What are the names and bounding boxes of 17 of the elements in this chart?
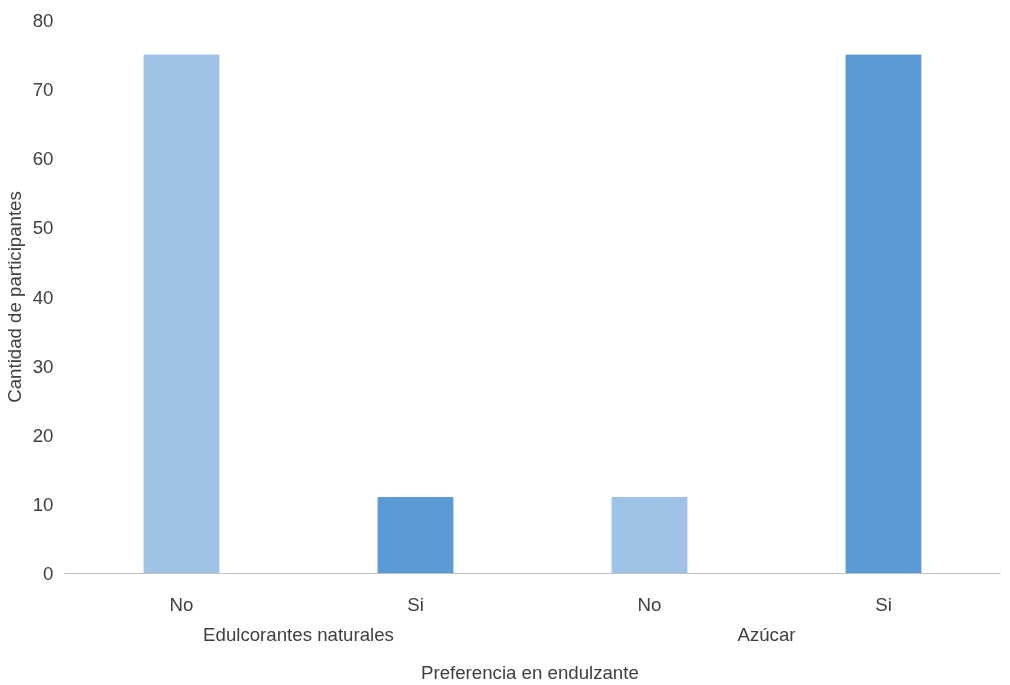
y-tick-label: 30 (32, 355, 54, 377)
y-tick-label: 10 (32, 493, 54, 515)
y-tick-label: 70 (32, 79, 54, 101)
text: Azúcar (737, 623, 796, 645)
y-tick-label: 0 (43, 563, 54, 584)
text: Edulcorantes naturales (203, 623, 394, 645)
y-tick-label: 80 (32, 10, 54, 31)
x-tick-label: Si (407, 593, 424, 615)
y-tick-label: 60 (32, 148, 54, 170)
x-tick-label: Si (875, 593, 892, 615)
y-axis-title: Cantidad de participantes (3, 191, 25, 403)
y-tick-label: 40 (32, 286, 54, 308)
x-tick-label: No (637, 593, 662, 615)
y-tick-label: 20 (32, 424, 54, 446)
x-axis-title: Preferencia en endulzante (421, 661, 639, 683)
x-tick-label: No (169, 593, 194, 615)
y-tick-label: 50 (32, 217, 54, 239)
